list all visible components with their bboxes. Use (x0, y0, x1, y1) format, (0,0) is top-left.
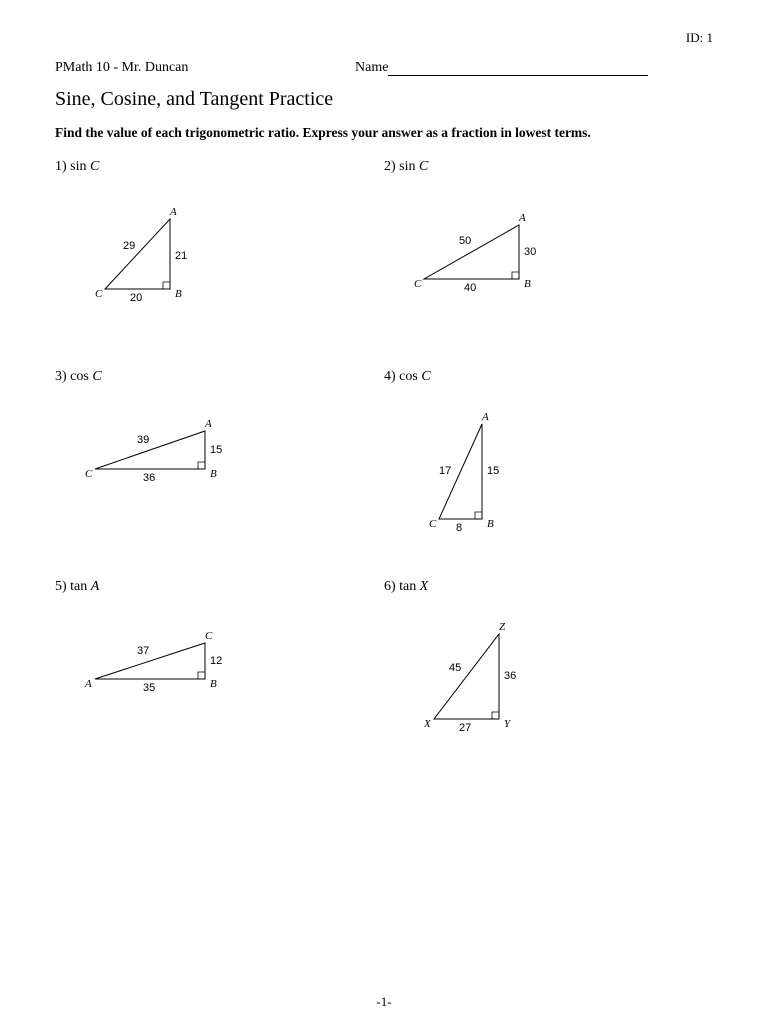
course-name: PMath 10 - Mr. Duncan (55, 60, 355, 76)
name-blank-line (388, 75, 648, 76)
problem: 2) sin C A B C 50 30 40 (384, 159, 713, 339)
vertex-label: Z (499, 621, 506, 633)
vertex-label: C (205, 630, 213, 642)
vertex-label: Y (504, 718, 512, 730)
problem: 6) tan X Z Y X 45 36 27 (384, 579, 713, 759)
vertex-label: A (481, 411, 489, 423)
vertex-label: B (175, 288, 182, 300)
right-angle-icon (512, 272, 519, 279)
instructions: Find the value of each trigonometric rat… (55, 125, 713, 141)
side-label: 29 (123, 240, 135, 252)
triangle (95, 643, 205, 679)
problem-label: 6) tan X (384, 579, 713, 595)
triangle (424, 225, 519, 279)
right-angle-icon (163, 282, 170, 289)
side-label: 20 (130, 292, 142, 304)
triangle-diagram: A B C 17 15 8 (384, 393, 713, 539)
triangle-diagram: A B C 29 21 20 (55, 183, 384, 309)
side-label: 15 (210, 444, 222, 456)
page-number: -1- (0, 994, 768, 1010)
vertex-label: A (169, 206, 177, 218)
right-angle-icon (492, 712, 499, 719)
triangle (95, 431, 205, 469)
side-label: 37 (137, 645, 149, 657)
triangle-diagram: C B A 37 12 35 (55, 603, 384, 699)
vertex-label: B (524, 278, 531, 290)
side-label: 35 (143, 682, 155, 694)
problem-label: 3) cos C (55, 369, 384, 385)
side-label: 8 (456, 522, 462, 534)
name-field: Name (355, 60, 648, 76)
side-label: 50 (459, 235, 471, 247)
problem-label: 1) sin C (55, 159, 384, 175)
vertex-label: C (95, 288, 103, 300)
vertex-label: A (84, 678, 92, 690)
side-label: 30 (524, 246, 536, 258)
triangle-diagram: A B C 50 30 40 (384, 183, 713, 299)
side-label: 15 (487, 465, 499, 477)
problem-row: 1) sin C A B C 29 21 20 2) sin C A B C 50 30 40 (55, 159, 713, 339)
triangle (434, 634, 499, 719)
vertex-label: C (85, 468, 93, 480)
right-angle-icon (475, 512, 482, 519)
vertex-label: A (204, 418, 212, 430)
problem-row: 3) cos C A B C 39 15 36 4) cos C A B C 17 15 8 (55, 369, 713, 549)
problem: 1) sin C A B C 29 21 20 (55, 159, 384, 339)
vertex-label: B (210, 678, 217, 690)
page-id: ID: 1 (686, 30, 713, 46)
side-label: 17 (439, 465, 451, 477)
problems-grid: 1) sin C A B C 29 21 20 2) sin C A B C 50 30 40 3) cos… (55, 159, 713, 759)
problem: 4) cos C A B C 17 15 8 (384, 369, 713, 549)
problem: 5) tan A C B A 37 12 35 (55, 579, 384, 759)
side-label: 36 (143, 472, 155, 484)
vertex-label: B (487, 518, 494, 530)
side-label: 40 (464, 282, 476, 294)
side-label: 12 (210, 655, 222, 667)
side-label: 36 (504, 670, 516, 682)
triangle (105, 219, 170, 289)
problem: 3) cos C A B C 39 15 36 (55, 369, 384, 549)
vertex-label: C (429, 518, 437, 530)
problem-row: 5) tan A C B A 37 12 35 6) tan X Z Y X 45 36 27 (55, 579, 713, 759)
worksheet-title: Sine, Cosine, and Tangent Practice (55, 88, 713, 111)
problem-label: 2) sin C (384, 159, 713, 175)
right-angle-icon (198, 672, 205, 679)
header-row: PMath 10 - Mr. Duncan Name (55, 60, 713, 76)
side-label: 39 (137, 434, 149, 446)
side-label: 21 (175, 250, 187, 262)
side-label: 45 (449, 662, 461, 674)
vertex-label: A (518, 212, 526, 224)
vertex-label: C (414, 278, 422, 290)
problem-label: 5) tan A (55, 579, 384, 595)
vertex-label: X (423, 718, 432, 730)
vertex-label: B (210, 468, 217, 480)
triangle-diagram: A B C 39 15 36 (55, 393, 384, 489)
triangle-diagram: Z Y X 45 36 27 (384, 603, 713, 739)
right-angle-icon (198, 462, 205, 469)
name-label: Name (355, 60, 388, 75)
side-label: 27 (459, 722, 471, 734)
problem-label: 4) cos C (384, 369, 713, 385)
